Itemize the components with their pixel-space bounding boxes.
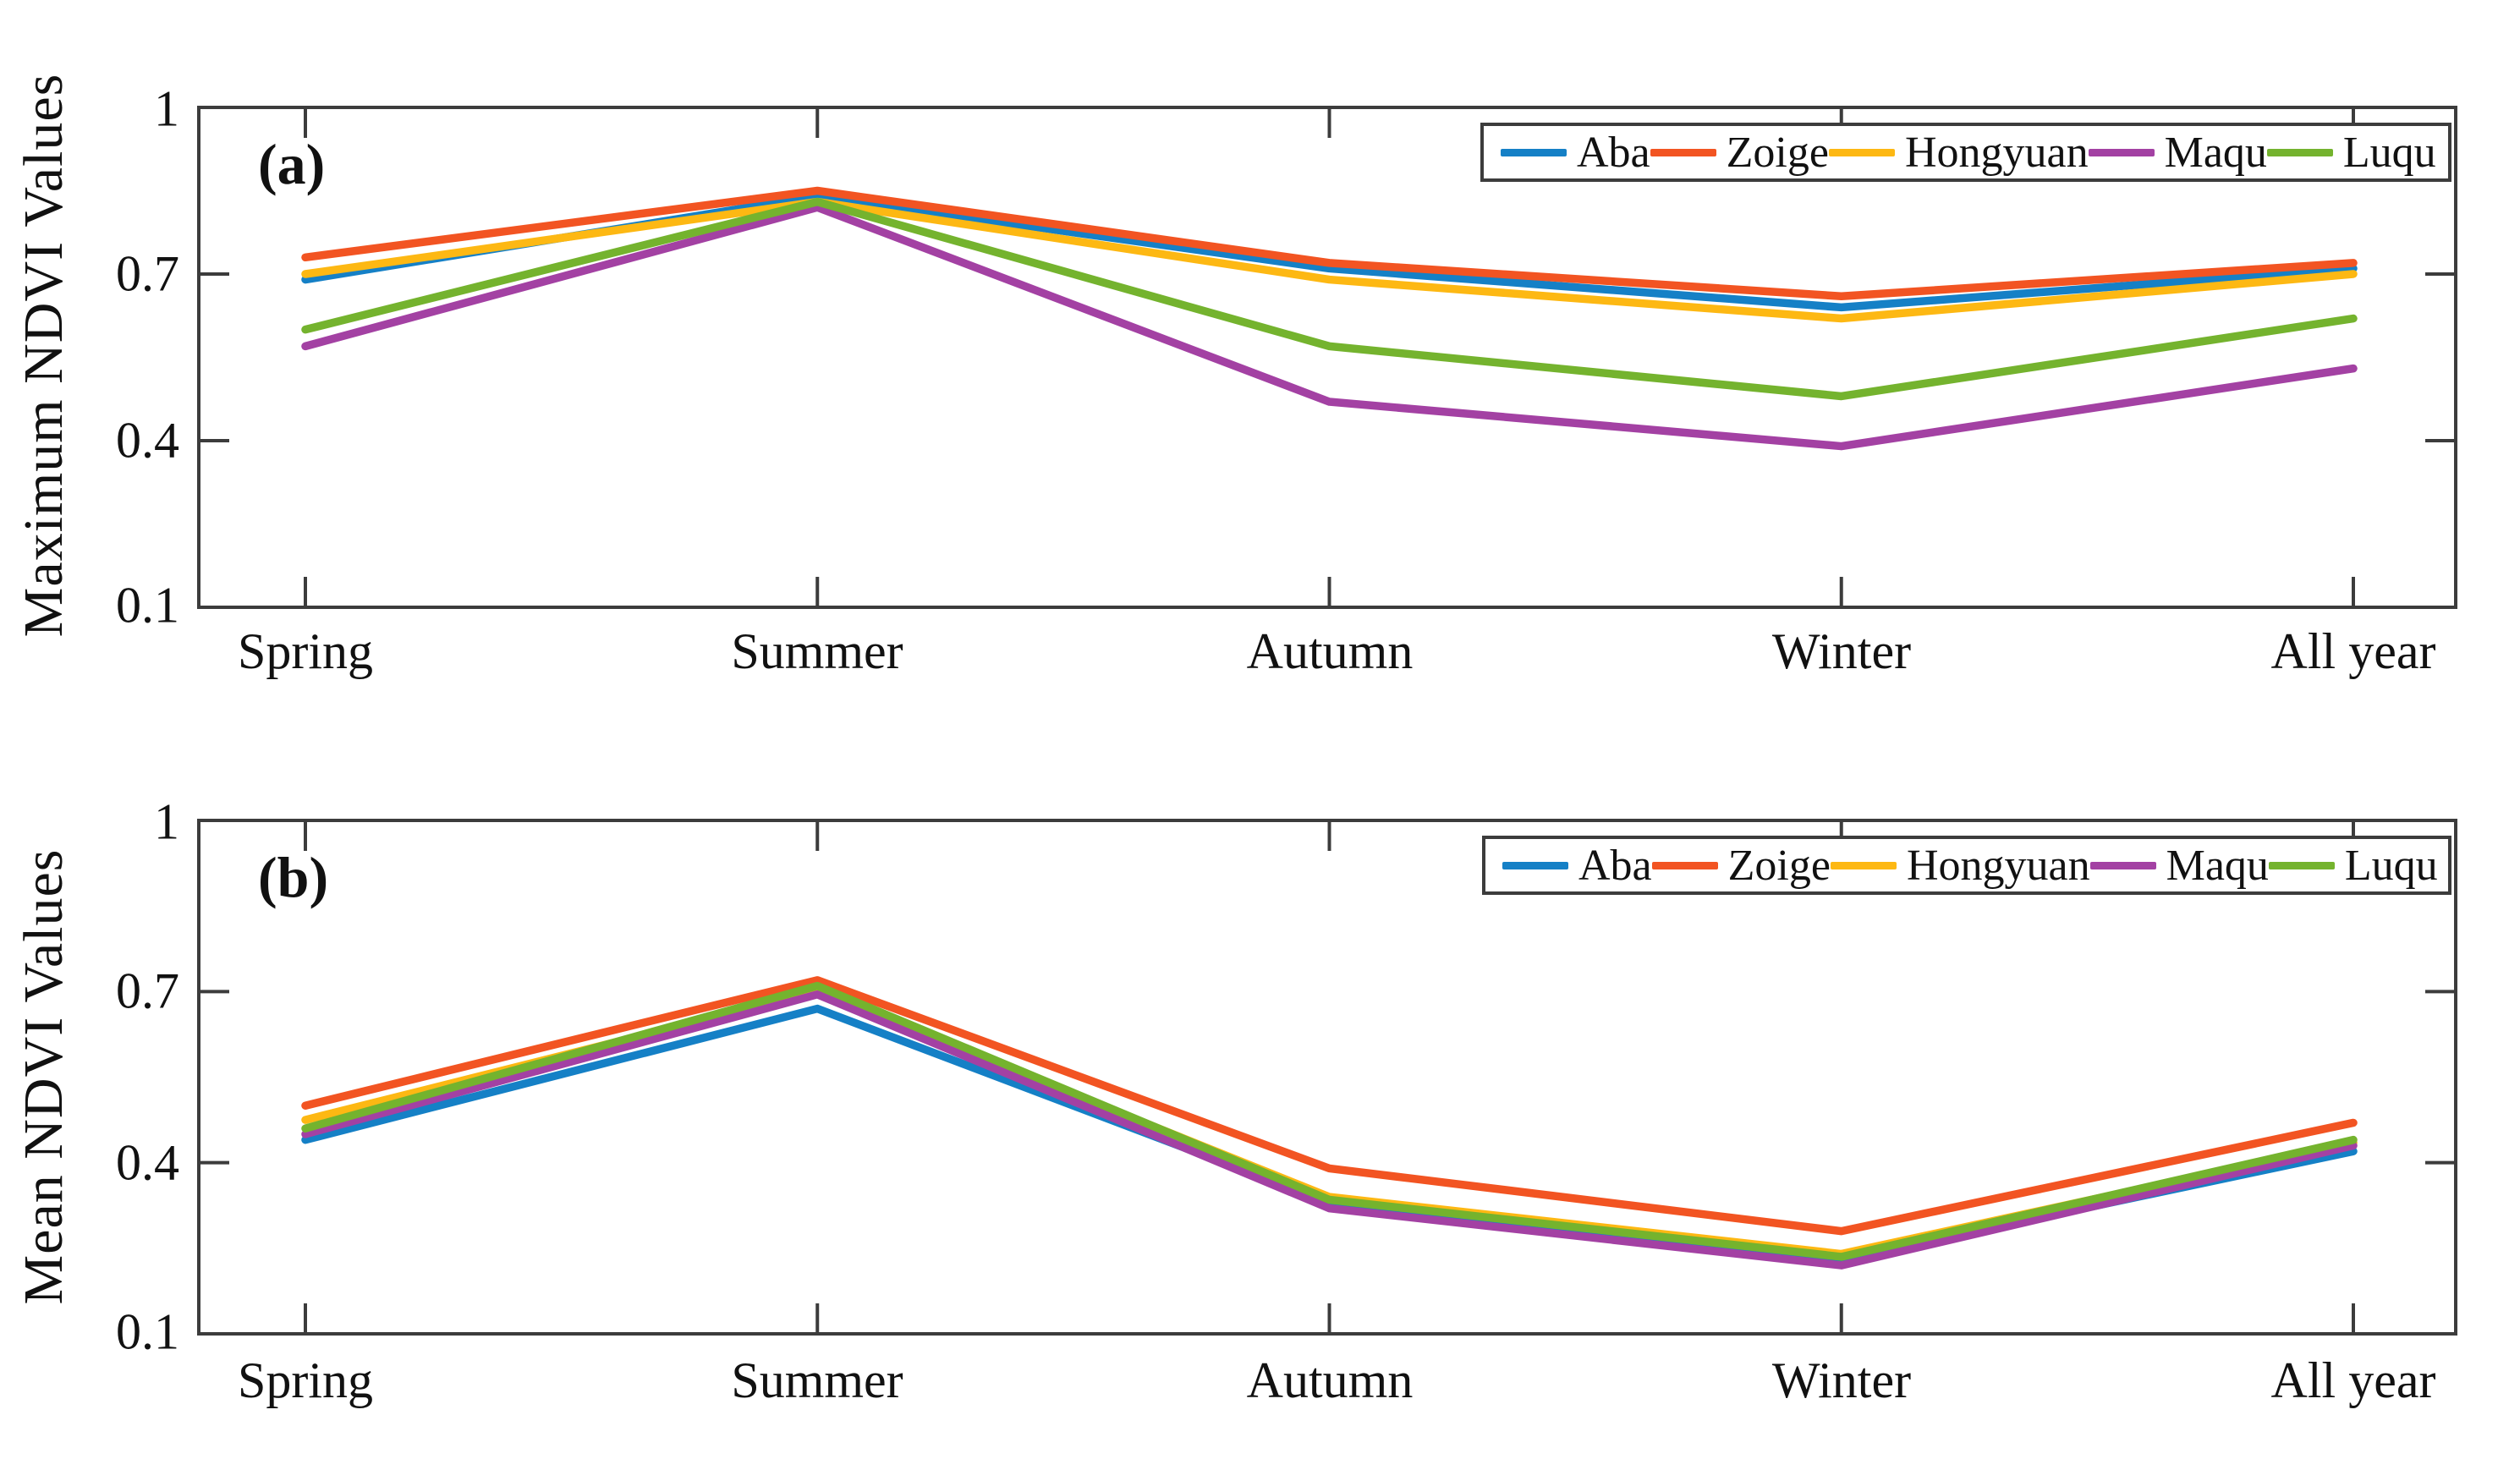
luqu-line-swatch bbox=[2268, 861, 2335, 869]
panel-a-xtick-allyear: All year bbox=[2270, 623, 2436, 679]
legend-item-aba: Aba bbox=[1501, 128, 1650, 178]
series-line-maqu bbox=[301, 990, 2358, 1270]
legend-item-aba: Aba bbox=[1502, 841, 1652, 891]
legend-label-aba: Aba bbox=[1578, 841, 1652, 890]
series-line-zoige bbox=[301, 976, 2358, 1236]
panel-b-tag: (b) bbox=[258, 845, 329, 909]
panel-a-xtick-autumn: Autumn bbox=[1246, 623, 1414, 679]
panel-a-xtick-winter: Winter bbox=[1771, 623, 1912, 679]
panel-b-y-axis-label: Mean NDVI Values bbox=[13, 848, 74, 1305]
panel-a-plot bbox=[197, 106, 2457, 609]
legend-label-luqu: Luqu bbox=[2342, 128, 2436, 177]
legend-label-zoige: Zoige bbox=[1726, 128, 1829, 177]
panel-b-xtick-summer: Summer bbox=[731, 1352, 903, 1408]
panel-b-ytick-0_7: 0.7 bbox=[116, 963, 179, 1019]
panel-b-legend: Aba Zoige Hongyuan Maqu Luqu bbox=[1482, 836, 2451, 895]
legend-item-hongyuan: Hongyuan bbox=[1830, 841, 2090, 891]
panel-a-ytick-0_1: 0.1 bbox=[116, 577, 179, 634]
legend-label-luqu: Luqu bbox=[2344, 841, 2438, 890]
hongyuan-line-swatch bbox=[1830, 861, 1897, 869]
series-line-hongyuan bbox=[301, 197, 2358, 323]
panel-a-ytick-0_4: 0.4 bbox=[116, 412, 179, 469]
panel-b-ytick-1: 1 bbox=[154, 793, 179, 850]
panel-b-xtick-allyear: All year bbox=[2270, 1352, 2436, 1408]
panel-b-xtick-spring: Spring bbox=[237, 1352, 374, 1408]
zoige-line-swatch bbox=[1651, 861, 1718, 869]
series-line-luqu bbox=[301, 197, 2358, 401]
zoige-line-swatch bbox=[1650, 148, 1716, 156]
legend-label-maqu: Maqu bbox=[2164, 128, 2267, 177]
panel-a-tag: (a) bbox=[258, 132, 326, 196]
maqu-line-swatch bbox=[2089, 861, 2156, 869]
panel-a-ytick-1: 1 bbox=[154, 80, 179, 137]
panel-b-plot bbox=[197, 819, 2457, 1336]
legend-item-hongyuan: Hongyuan bbox=[1828, 128, 2089, 178]
axis-border bbox=[197, 106, 2457, 609]
legend-item-maqu: Maqu bbox=[2088, 128, 2267, 178]
panel-b-ytick-0_4: 0.4 bbox=[116, 1134, 179, 1191]
maqu-line-swatch bbox=[2088, 148, 2155, 156]
panel-a-legend: Aba Zoige Hongyuan Maqu Luqu bbox=[1480, 123, 2451, 182]
legend-label-hongyuan: Hongyuan bbox=[1904, 128, 2089, 177]
legend-label-hongyuan: Hongyuan bbox=[1906, 841, 2090, 890]
hongyuan-line-swatch bbox=[1828, 148, 1895, 156]
panel-a-ytick-0_7: 0.7 bbox=[116, 245, 179, 302]
legend-label-zoige: Zoige bbox=[1727, 841, 1831, 890]
panel-b-xtick-winter: Winter bbox=[1771, 1352, 1912, 1408]
legend-label-maqu: Maqu bbox=[2166, 841, 2269, 890]
luqu-line-swatch bbox=[2266, 148, 2333, 156]
legend-label-aba: Aba bbox=[1577, 128, 1650, 177]
legend-item-luqu: Luqu bbox=[2266, 128, 2436, 178]
legend-item-luqu: Luqu bbox=[2268, 841, 2438, 891]
axis-border bbox=[197, 819, 2457, 1336]
panel-a-y-axis-label: Maximum NDVI Values bbox=[13, 73, 74, 638]
legend-item-zoige: Zoige bbox=[1651, 841, 1831, 891]
panel-b-xtick-autumn: Autumn bbox=[1246, 1352, 1414, 1408]
aba-line-swatch bbox=[1502, 861, 1568, 869]
series-line-luqu bbox=[301, 981, 2358, 1261]
legend-item-zoige: Zoige bbox=[1650, 128, 1829, 178]
legend-item-maqu: Maqu bbox=[2089, 841, 2269, 891]
aba-line-swatch bbox=[1501, 148, 1567, 156]
panel-a-xtick-summer: Summer bbox=[731, 623, 903, 679]
panel-b-ytick-0_1: 0.1 bbox=[116, 1303, 179, 1360]
series-line-zoige bbox=[301, 186, 2358, 301]
series-line-maqu bbox=[301, 203, 2358, 451]
panel-a-xtick-spring: Spring bbox=[237, 623, 374, 679]
